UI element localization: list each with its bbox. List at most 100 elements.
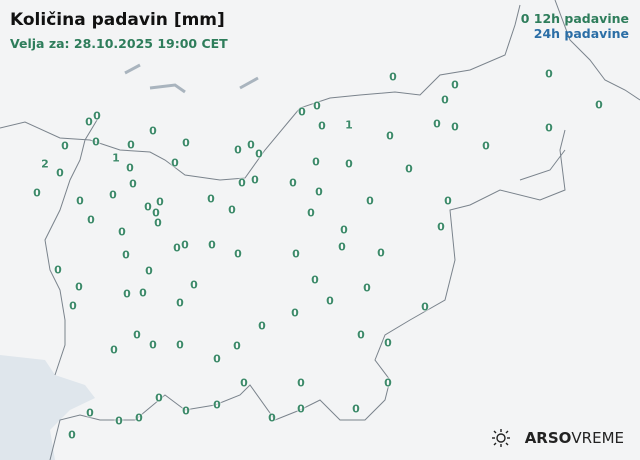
station-value: 0	[190, 278, 198, 292]
station-value: 0	[268, 411, 276, 425]
map-title: Količina padavin [mm]	[10, 10, 225, 30]
station-value: 0	[176, 296, 184, 310]
station-value: 0	[421, 300, 429, 314]
station-value: 2	[41, 157, 49, 171]
logo-brand: ARSO	[524, 429, 572, 447]
lake	[149, 83, 186, 94]
station-value: 0	[292, 247, 300, 261]
station-value: 0	[297, 402, 305, 416]
station-value: 0	[312, 155, 320, 169]
station-value: 0	[228, 203, 236, 217]
station-value: 0	[56, 166, 64, 180]
logo-product: VREME	[571, 429, 624, 447]
station-value: 0	[386, 129, 394, 143]
station-value: 1	[112, 151, 120, 165]
station-value: 0	[154, 216, 162, 230]
station-value: 0	[75, 280, 83, 294]
legend-12h: 0 12h padavine	[521, 11, 629, 26]
station-value: 0	[87, 213, 95, 227]
station-value: 0	[76, 194, 84, 208]
station-value: 0	[384, 376, 392, 390]
legend-12h-label: 12h padavine	[533, 11, 629, 26]
station-value: 0	[145, 264, 153, 278]
station-value: 0	[433, 117, 441, 131]
station-value: 0	[110, 343, 118, 357]
station-value: 0	[405, 162, 413, 176]
station-value: 0	[352, 402, 360, 416]
station-value: 0	[176, 338, 184, 352]
station-value: 0	[126, 161, 134, 175]
station-value: 0	[133, 328, 141, 342]
station-value: 0	[182, 404, 190, 418]
station-value: 0	[482, 139, 490, 153]
arso-logo: ARSOVREME	[491, 428, 624, 448]
station-value: 0	[208, 238, 216, 252]
station-value: 0	[240, 376, 248, 390]
station-value: 0	[363, 281, 371, 295]
station-value: 0	[255, 147, 263, 161]
station-value: 0	[86, 406, 94, 420]
station-value: 0	[233, 339, 241, 353]
station-value: 0	[213, 352, 221, 366]
sun-rain-icon	[491, 429, 510, 447]
station-value: 0	[135, 411, 143, 425]
lake	[239, 76, 259, 90]
station-value: 0	[173, 241, 181, 255]
station-value: 0	[129, 177, 137, 191]
station-value: 0	[441, 93, 449, 107]
legend-24h: 24h padavine	[533, 26, 629, 41]
station-value: 0	[54, 263, 62, 277]
station-value: 0	[313, 99, 321, 113]
station-value: 0	[357, 328, 365, 342]
station-value: 0	[338, 240, 346, 254]
station-value: 0	[144, 200, 152, 214]
station-value: 0	[451, 120, 459, 134]
station-value: 0	[345, 157, 353, 171]
station-value: 0	[289, 176, 297, 190]
station-value: 0	[234, 143, 242, 157]
station-value: 1	[345, 118, 353, 132]
station-value: 0	[33, 186, 41, 200]
station-value: 0	[122, 248, 130, 262]
station-value: 0	[451, 78, 459, 92]
station-value: 0	[258, 319, 266, 333]
station-value: 0	[297, 376, 305, 390]
station-value: 0	[595, 98, 603, 112]
station-value: 0	[85, 115, 93, 129]
valid-time: Velja za: 28.10.2025 19:00 CET	[10, 36, 228, 51]
station-value: 0	[366, 194, 374, 208]
station-value: 0	[437, 220, 445, 234]
station-value: 0	[384, 336, 392, 350]
station-value: 0	[109, 188, 117, 202]
station-value: 0	[326, 294, 334, 308]
station-value: 0	[247, 138, 255, 152]
station-value: 0	[181, 238, 189, 252]
station-value: 0	[545, 121, 553, 135]
station-value: 0	[61, 139, 69, 153]
station-value: 0	[340, 223, 348, 237]
station-value: 0	[251, 173, 259, 187]
station-value: 0	[152, 206, 160, 220]
station-value: 0	[444, 194, 452, 208]
station-value: 0	[118, 225, 126, 239]
station-value: 0	[315, 185, 323, 199]
station-value: 0	[156, 195, 164, 209]
station-value: 0	[149, 338, 157, 352]
station-value: 0	[234, 247, 242, 261]
station-value: 0	[213, 398, 221, 412]
station-value: 0	[311, 273, 319, 287]
station-value: 0	[207, 192, 215, 206]
lake	[124, 63, 141, 75]
station-value: 0	[298, 105, 306, 119]
station-value: 0	[123, 287, 131, 301]
station-value: 0	[545, 67, 553, 81]
station-value: 0	[155, 391, 163, 405]
station-value: 0	[68, 428, 76, 442]
station-value: 0	[149, 124, 157, 138]
station-value: 0	[318, 119, 326, 133]
station-value: 0	[92, 135, 100, 149]
station-value: 0	[115, 414, 123, 428]
station-value: 0	[291, 306, 299, 320]
legend-marker: 0	[520, 11, 530, 26]
